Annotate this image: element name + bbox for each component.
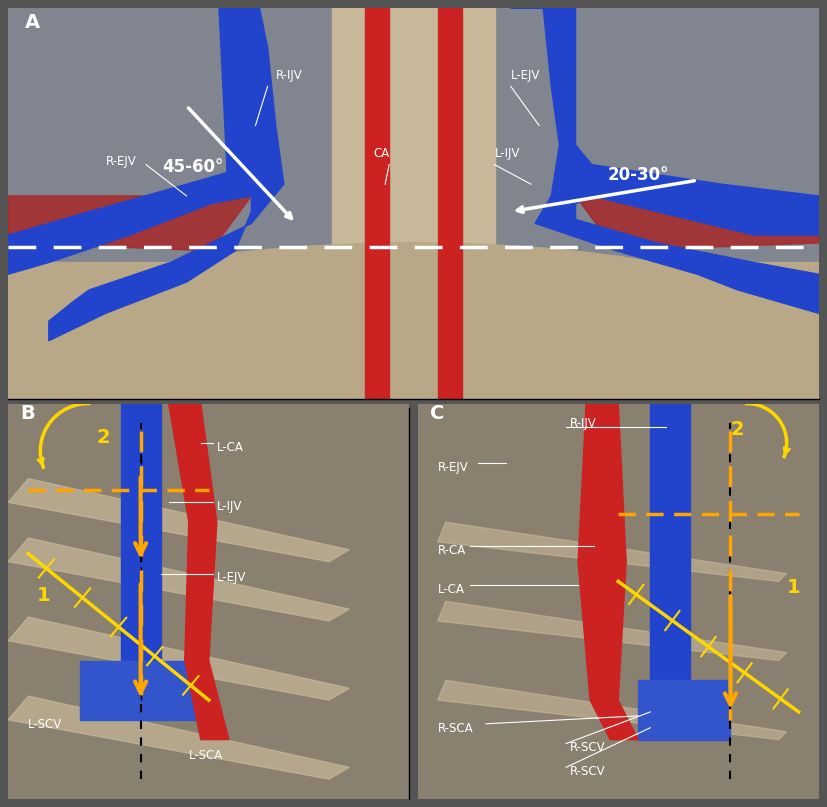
Polygon shape [8, 8, 284, 341]
Text: 2: 2 [730, 420, 744, 439]
Text: R-IJV: R-IJV [570, 417, 597, 430]
Text: R-IJV: R-IJV [275, 69, 303, 82]
Text: R-SCV: R-SCV [570, 765, 605, 778]
Text: 2: 2 [97, 428, 110, 447]
Polygon shape [332, 8, 495, 399]
Text: L-CA: L-CA [437, 583, 465, 596]
Polygon shape [437, 8, 462, 399]
Text: 1: 1 [36, 586, 50, 605]
Polygon shape [437, 522, 786, 581]
Text: 20-30°: 20-30° [608, 166, 670, 184]
Polygon shape [8, 617, 349, 700]
Polygon shape [511, 8, 819, 313]
Text: L-IJV: L-IJV [495, 147, 520, 160]
Polygon shape [121, 404, 160, 680]
Polygon shape [650, 404, 691, 700]
Text: L-SCA: L-SCA [189, 750, 223, 763]
Polygon shape [578, 404, 638, 739]
Text: 1: 1 [786, 579, 801, 597]
Text: L-IJV: L-IJV [217, 500, 242, 513]
Text: CA: CA [373, 147, 390, 160]
Bar [8, 262, 819, 399]
Text: R-EJV: R-EJV [106, 155, 136, 168]
Text: R-EJV: R-EJV [437, 461, 468, 474]
Polygon shape [169, 404, 229, 739]
Text: A: A [25, 13, 40, 31]
Polygon shape [365, 8, 390, 399]
Polygon shape [8, 538, 349, 621]
Polygon shape [8, 479, 349, 562]
Ellipse shape [8, 243, 819, 439]
Text: L-EJV: L-EJV [217, 571, 246, 584]
Polygon shape [437, 601, 786, 660]
Text: R-SCV: R-SCV [570, 742, 605, 755]
Text: L-EJV: L-EJV [511, 69, 540, 82]
Polygon shape [437, 680, 786, 739]
Polygon shape [8, 696, 349, 780]
Polygon shape [80, 660, 201, 720]
Polygon shape [638, 680, 730, 739]
Text: L-SCV: L-SCV [28, 717, 63, 731]
Polygon shape [576, 196, 819, 251]
Text: B: B [21, 404, 35, 424]
Text: 45-60°: 45-60° [162, 158, 223, 177]
Polygon shape [8, 196, 251, 251]
Text: R-CA: R-CA [437, 544, 466, 557]
Text: L-CA: L-CA [217, 441, 244, 454]
Text: C: C [430, 404, 444, 424]
Text: R-SCA: R-SCA [437, 721, 473, 734]
